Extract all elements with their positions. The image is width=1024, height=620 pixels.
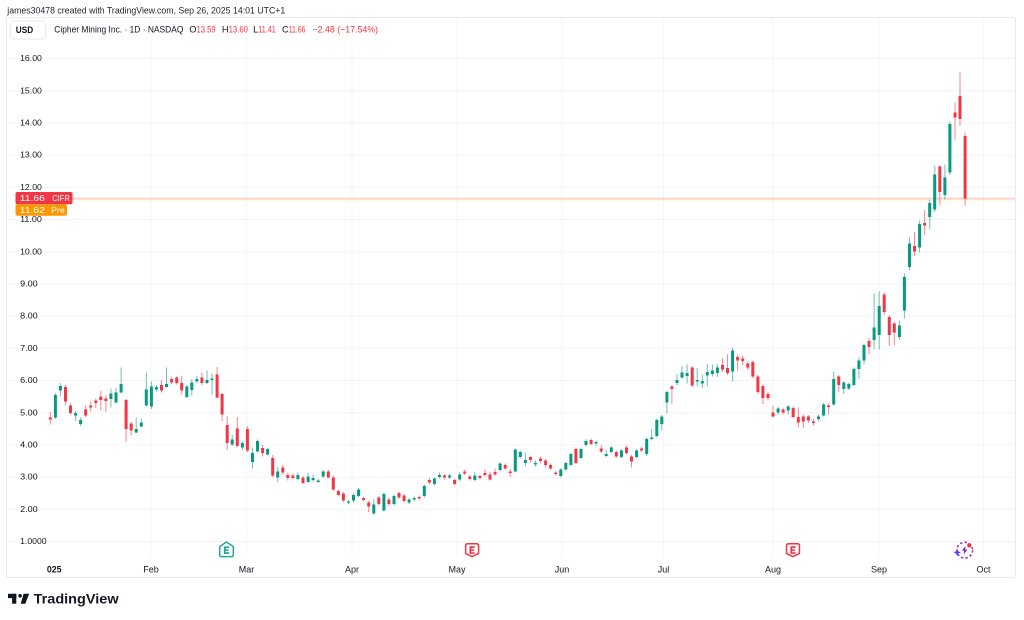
svg-text:Sep: Sep [871,564,887,574]
svg-text:11.62: 11.62 [20,205,45,215]
svg-text:TradingView: TradingView [34,592,120,607]
svg-text:11.41: 11.41 [258,25,276,35]
svg-text:Jun: Jun [555,564,570,574]
svg-text:15.00: 15.00 [20,86,42,95]
svg-text:L: L [253,25,258,35]
svg-text:−2.48 (−17.54%): −2.48 (−17.54%) [313,25,379,35]
svg-text:Feb: Feb [143,564,159,574]
svg-text:Cipher Mining Inc. · 1D · NASD: Cipher Mining Inc. · 1D · NASDAQ [54,25,183,35]
svg-text:5.00: 5.00 [20,408,38,417]
svg-text:O: O [189,25,196,35]
svg-text:Aug: Aug [765,564,781,574]
svg-text:025: 025 [47,564,62,574]
svg-text:Mar: Mar [239,564,255,574]
svg-text:14.00: 14.00 [20,119,42,128]
svg-text:13.59: 13.59 [197,25,216,35]
svg-text:H: H [222,25,229,35]
svg-text:C: C [282,25,289,35]
svg-text:2.00: 2.00 [20,505,38,514]
svg-text:james30478 created with Tradin: james30478 created with TradingView.com,… [6,6,285,16]
svg-text:May: May [448,564,466,574]
svg-text:11.66: 11.66 [20,193,45,203]
svg-text:11.00: 11.00 [20,215,42,224]
svg-text:4.00: 4.00 [20,441,38,450]
svg-text:9.00: 9.00 [20,280,38,289]
svg-text:13.60: 13.60 [229,25,248,35]
svg-text:Oct: Oct [976,564,991,574]
svg-text:CIFR: CIFR [52,193,70,203]
svg-text:8.00: 8.00 [20,312,38,321]
svg-text:Apr: Apr [345,564,359,574]
svg-text:12.00: 12.00 [20,183,42,192]
svg-text:Jul: Jul [658,564,670,574]
svg-text:13.00: 13.00 [20,151,42,160]
svg-text:10.00: 10.00 [20,247,42,256]
svg-text:3.00: 3.00 [20,473,38,482]
svg-text:6.00: 6.00 [20,376,38,385]
svg-text:Pre: Pre [51,205,65,215]
svg-text:1.0000: 1.0000 [20,537,47,546]
svg-text:USD: USD [16,25,33,35]
svg-text:7.00: 7.00 [20,344,38,353]
svg-text:11.66: 11.66 [289,25,306,35]
svg-text:16.00: 16.00 [20,54,42,63]
